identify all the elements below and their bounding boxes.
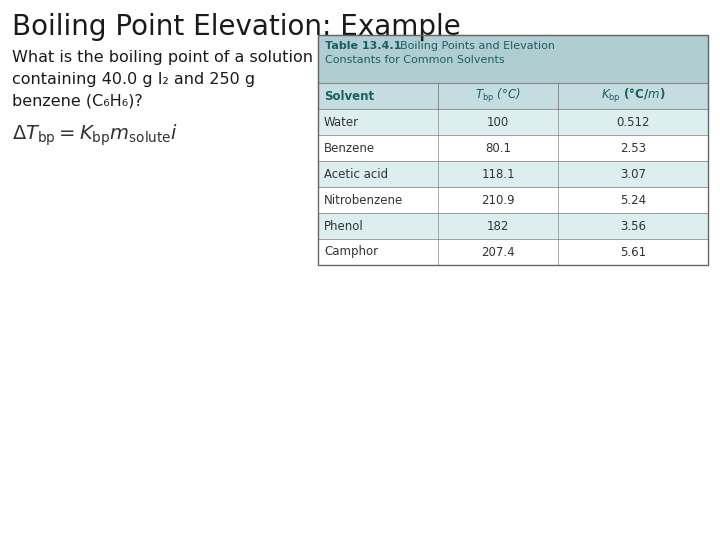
- Text: 210.9: 210.9: [481, 193, 515, 206]
- Text: $K_{\rm bp}$ (°C/$m$): $K_{\rm bp}$ (°C/$m$): [600, 87, 665, 105]
- Text: Solvent: Solvent: [324, 90, 374, 103]
- Text: 5.24: 5.24: [620, 193, 646, 206]
- Text: 207.4: 207.4: [481, 246, 515, 259]
- Text: Table 13.4.1: Table 13.4.1: [325, 41, 401, 51]
- FancyBboxPatch shape: [318, 239, 708, 265]
- Text: Boiling Points and Elevation: Boiling Points and Elevation: [393, 41, 555, 51]
- Text: Benzene: Benzene: [324, 141, 375, 154]
- FancyBboxPatch shape: [318, 187, 708, 213]
- Text: $\Delta T_{\rm bp} = K_{\rm bp}m_{\rm solute}i$: $\Delta T_{\rm bp} = K_{\rm bp}m_{\rm so…: [12, 122, 179, 147]
- Text: Phenol: Phenol: [324, 219, 364, 233]
- FancyBboxPatch shape: [318, 109, 708, 135]
- Text: Water: Water: [324, 116, 359, 129]
- Text: 80.1: 80.1: [485, 141, 511, 154]
- Text: 118.1: 118.1: [481, 167, 515, 180]
- Text: 2.53: 2.53: [620, 141, 646, 154]
- Text: benzene (C₆H₆)?: benzene (C₆H₆)?: [12, 94, 143, 109]
- Text: Nitrobenzene: Nitrobenzene: [324, 193, 403, 206]
- Text: $T_{\rm bp}$ (°C): $T_{\rm bp}$ (°C): [475, 87, 521, 105]
- Text: 3.56: 3.56: [620, 219, 646, 233]
- Text: 182: 182: [487, 219, 509, 233]
- Text: 5.61: 5.61: [620, 246, 646, 259]
- FancyBboxPatch shape: [318, 213, 708, 239]
- FancyBboxPatch shape: [318, 35, 708, 83]
- FancyBboxPatch shape: [318, 161, 708, 187]
- Text: containing 40.0 g I₂ and 250 g: containing 40.0 g I₂ and 250 g: [12, 72, 255, 87]
- FancyBboxPatch shape: [318, 83, 708, 109]
- Text: Acetic acid: Acetic acid: [324, 167, 388, 180]
- Text: Boiling Point Elevation: Example: Boiling Point Elevation: Example: [12, 13, 461, 41]
- Text: 0.512: 0.512: [616, 116, 649, 129]
- Text: Constants for Common Solvents: Constants for Common Solvents: [325, 55, 505, 65]
- Text: Camphor: Camphor: [324, 246, 378, 259]
- Text: What is the boiling point of a solution: What is the boiling point of a solution: [12, 50, 313, 65]
- Text: 100: 100: [487, 116, 509, 129]
- Text: 3.07: 3.07: [620, 167, 646, 180]
- FancyBboxPatch shape: [318, 135, 708, 161]
